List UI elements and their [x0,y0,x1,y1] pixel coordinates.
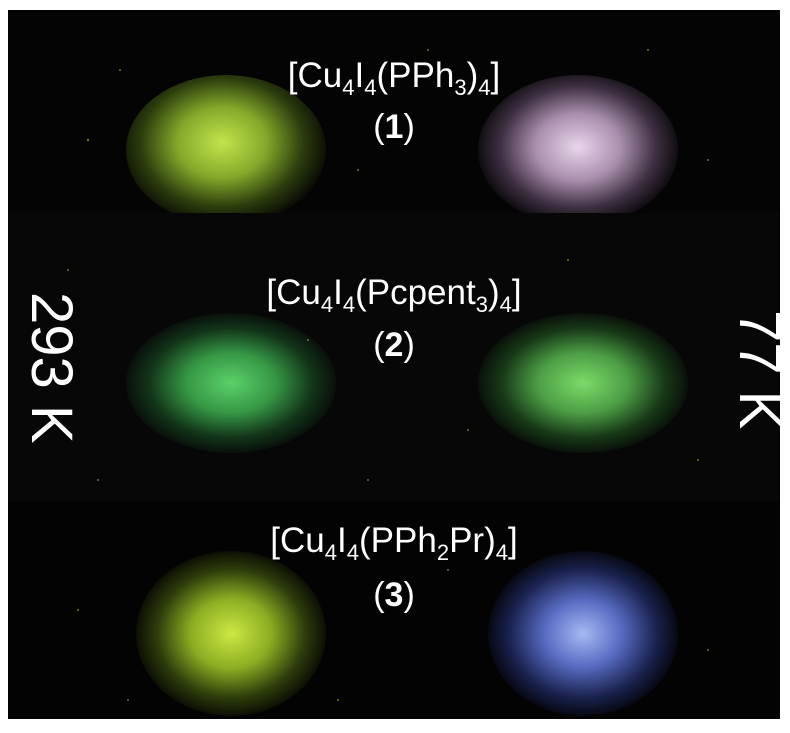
compound-2-number: (2) [373,326,415,364]
compound-2-formula: [Cu4I4(Pcpent3)4] [266,273,522,317]
compound-3-number: (3) [373,576,415,614]
compound-1-77k-emission [478,75,678,213]
compound-2-293k-emission [126,313,336,453]
compound-1-number: (1) [373,108,415,146]
compound-2-77k-emission [478,313,688,453]
compound-3-panel: [Cu4I4(PPh2Pr)4] (3) [8,501,780,719]
compound-1-293k-emission [126,75,326,213]
compound-3-77k-emission [488,551,678,716]
luminescence-figure: [Cu4I4(PPh3)4] (1) [Cu4I4(Pcpent3)4] (2)… [8,10,780,719]
temperature-label-77k: 77 K [727,310,780,429]
compound-2-panel: [Cu4I4(Pcpent3)4] (2) [8,213,780,501]
compound-3-formula: [Cu4I4(PPh2Pr)4] [270,521,518,565]
compound-1-panel: [Cu4I4(PPh3)4] (1) [8,10,780,213]
compound-1-formula: [Cu4I4(PPh3)4] [287,56,501,100]
compound-3-293k-emission [136,551,326,716]
temperature-label-293k: 293 K [19,292,84,444]
